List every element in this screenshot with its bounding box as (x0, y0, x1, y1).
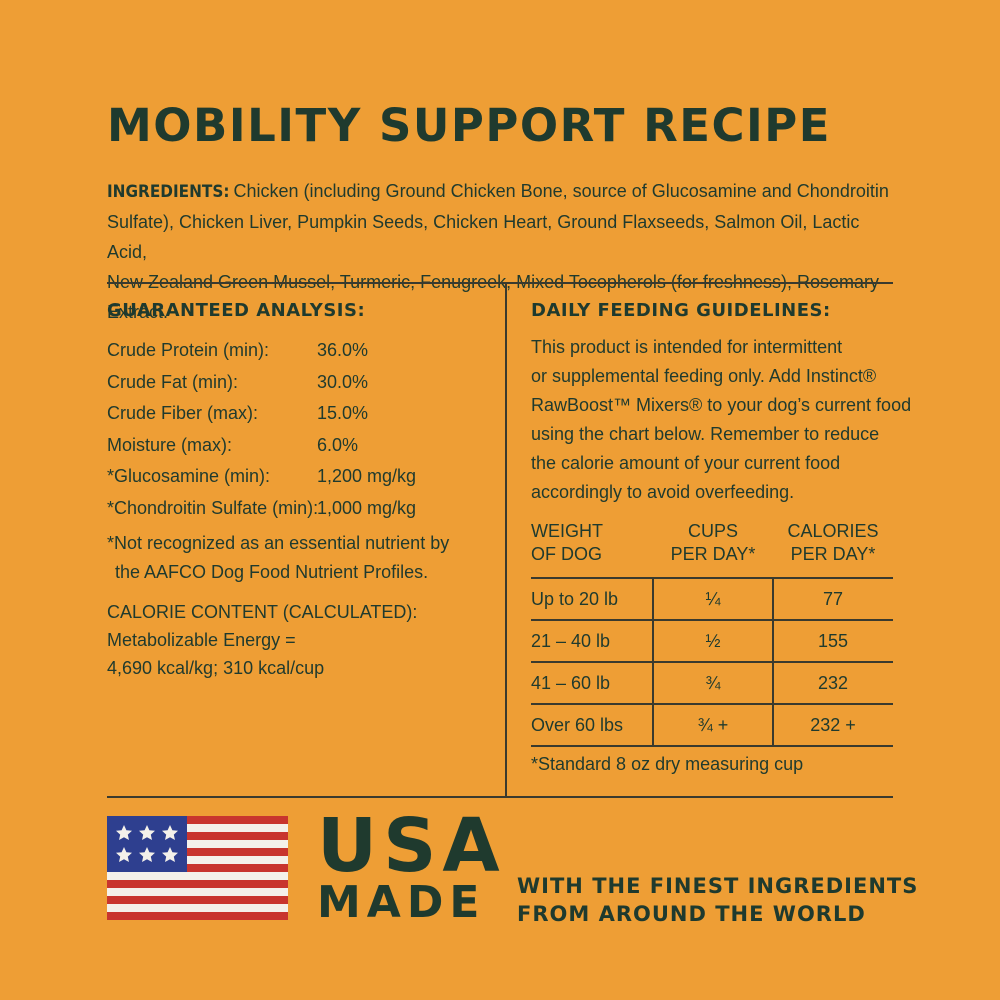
analysis-name: *Glucosamine (min): (107, 466, 271, 486)
made-label: MADE (317, 877, 486, 928)
col-header-line: CUPS (687, 521, 738, 541)
table-col-rule (772, 577, 774, 745)
cell-cups: ¾ (705, 673, 721, 693)
flag-stripe (107, 816, 288, 824)
feeding-text-line: the calorie amount of your current food (531, 453, 841, 473)
cell-weight: 41 – 60 lb (531, 673, 611, 693)
table-rule (531, 703, 893, 705)
calorie-line: Metabolizable Energy = (107, 630, 296, 650)
flag-stripe (107, 832, 288, 840)
cell-weight: Up to 20 lb (531, 589, 619, 609)
tagline: WITH THE FINEST INGREDIENTS FROM AROUND … (517, 872, 918, 928)
ingredients-label: INGREDIENTS: (107, 182, 230, 202)
col-header-line: PER DAY* (670, 544, 756, 564)
cell-cups: ¾ + (697, 715, 729, 735)
usa-label: USA (317, 803, 506, 889)
table-rule (531, 577, 893, 579)
calorie-line: CALORIE CONTENT (CALCULATED): (107, 602, 418, 622)
feeding-heading: DAILY FEEDING GUIDELINES: (531, 300, 831, 321)
analysis-value: 1,200 mg/kg (317, 466, 417, 486)
analysis-name: Crude Fat (min): (107, 371, 239, 392)
feeding-text-line: accordingly to avoid overfeeding. (531, 482, 795, 502)
cell-calories: 77 (822, 589, 844, 609)
cell-calories: 232 + (810, 715, 856, 735)
page-title: MOBILITY SUPPORT RECIPE (107, 99, 831, 152)
calorie-content: CALORIE CONTENT (CALCULATED): Metaboliza… (107, 598, 417, 682)
feeding-text-line: or supplemental feeding only. Add Instin… (531, 366, 877, 386)
col-header-line: PER DAY* (790, 544, 876, 564)
feeding-text-line: RawBoost™ Mixers® to your dog’s current … (531, 395, 912, 415)
table-rule (531, 745, 893, 747)
analysis-value: 15.0% (317, 403, 369, 423)
flag-stripe (107, 912, 288, 920)
analysis-name: Crude Protein (min): (107, 340, 270, 360)
cell-weight: 21 – 40 lb (531, 631, 611, 651)
flag-stars (116, 825, 178, 862)
measuring-cup-note: *Standard 8 oz dry measuring cup (531, 754, 804, 774)
col-header-line: OF DOG (531, 544, 602, 564)
tagline-line: WITH THE FINEST INGREDIENTS (517, 874, 919, 898)
table-rule (531, 619, 893, 621)
analysis-value: 30.0% (317, 371, 369, 392)
divider-bottom (107, 796, 893, 798)
table-rule (531, 661, 893, 663)
cell-calories: 155 (817, 631, 849, 651)
cell-weight: Over 60 lbs (531, 715, 624, 735)
flag-stripe (107, 848, 288, 856)
analysis-name: *Chondroitin Sulfate (min): (107, 497, 319, 518)
ingredients-block: INGREDIENTS: Chicken (including Ground Ch… (107, 176, 897, 327)
flag-canton (107, 816, 187, 872)
feeding-text-line: This product is intended for intermitten… (531, 337, 843, 357)
divider-top (107, 282, 893, 284)
feeding-text: This product is intended for intermitten… (531, 333, 911, 507)
feeding-text-line: using the chart below. Remember to reduc… (531, 424, 880, 444)
divider-vertical (505, 282, 507, 796)
footnote-line: *Not recognized as an essential nutrient… (107, 533, 450, 553)
flag-stripe (107, 896, 288, 904)
footnote-line: the AAFCO Dog Food Nutrient Profiles. (115, 562, 429, 582)
cell-calories: 232 (817, 673, 849, 693)
analysis-value: 1,000 mg/kg (317, 497, 417, 518)
col-header-line: WEIGHT (531, 521, 603, 541)
col-header-cups: CUPS PER DAY* (653, 520, 773, 566)
col-header-weight: WEIGHT OF DOG (531, 520, 603, 566)
ingredients-line: Chicken (including Ground Chicken Bone, … (233, 181, 889, 201)
col-header-line: CALORIES (787, 521, 879, 541)
analysis-name: Moisture (max): (107, 434, 233, 455)
ingredients-line: Sulfate), Chicken Liver, Pumpkin Seeds, … (107, 212, 860, 262)
tagline-line: FROM AROUND THE WORLD (517, 902, 866, 926)
flag-stripe (107, 864, 288, 872)
analysis-value: 36.0% (317, 340, 369, 360)
cell-cups: ¼ (705, 589, 721, 609)
usa-flag-icon (107, 816, 288, 920)
analysis-footnote: *Not recognized as an essential nutrient… (107, 529, 449, 587)
cell-cups: ½ (705, 631, 721, 651)
calorie-line: 4,690 kcal/kg; 310 kcal/cup (107, 658, 325, 678)
analysis-name: Crude Fiber (max): (107, 403, 259, 423)
flag-stripe (107, 880, 288, 888)
table-col-rule (652, 577, 654, 745)
analysis-heading: GUARANTEED ANALYSIS: (107, 300, 366, 321)
col-header-calories: CALORIES PER DAY* (773, 520, 893, 566)
analysis-value: 6.0% (317, 434, 359, 455)
